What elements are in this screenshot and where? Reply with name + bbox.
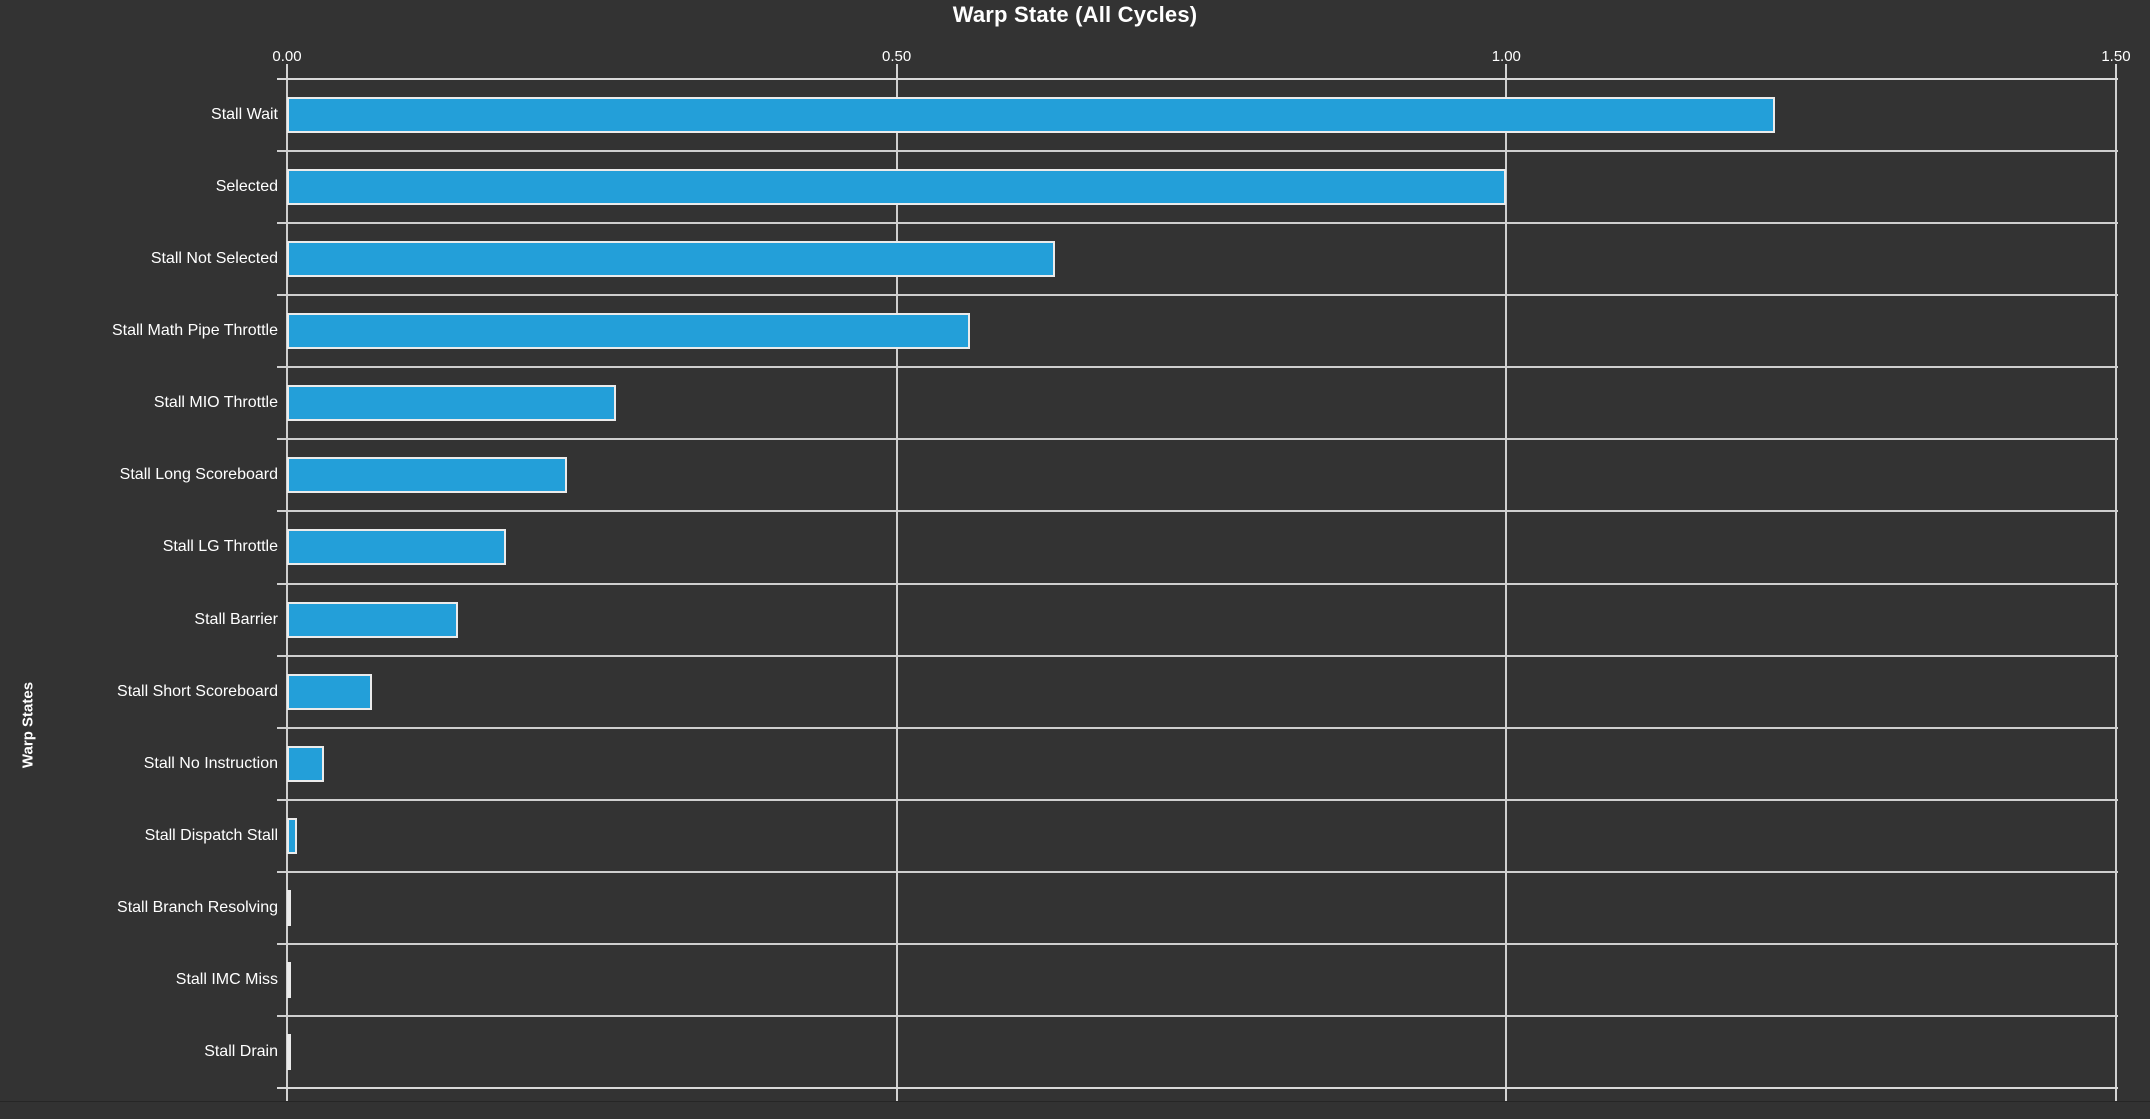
bar-stall-mio-throttle[interactable] xyxy=(287,385,617,422)
x-tick-mark-bottom xyxy=(1505,1088,1508,1101)
x-tick-mark xyxy=(1505,64,1508,79)
category-label: Stall Short Scoreboard xyxy=(117,682,278,700)
x-tick-label: 0.00 xyxy=(272,48,302,65)
bar-stall-math-pipe-throttle[interactable] xyxy=(287,313,970,350)
bar-selected[interactable] xyxy=(287,169,1507,206)
bar-stall-dispatch-stall[interactable] xyxy=(287,817,297,854)
chart-footer-strip xyxy=(0,1102,2150,1119)
horizontal-gridline xyxy=(277,438,2118,441)
horizontal-gridline xyxy=(277,510,2118,513)
category-label: Stall Math Pipe Throttle xyxy=(111,322,278,340)
horizontal-gridline xyxy=(277,726,2118,729)
category-label: Stall LG Throttle xyxy=(162,538,278,556)
bar-stall-no-instruction[interactable] xyxy=(287,745,324,782)
horizontal-gridline xyxy=(277,294,2118,297)
category-label: Stall Wait xyxy=(211,106,278,124)
x-tick-mark xyxy=(895,64,898,79)
horizontal-gridline xyxy=(277,870,2118,873)
horizontal-gridline xyxy=(277,1014,2118,1017)
chart-title: Warp State (All Cycles) xyxy=(952,2,1198,27)
category-label: Stall IMC Miss xyxy=(175,970,278,988)
bar-stall-long-scoreboard[interactable] xyxy=(287,457,568,494)
y-axis-title: Warp States xyxy=(19,681,37,769)
x-tick-label: 1.50 xyxy=(2101,48,2131,65)
horizontal-gridline xyxy=(277,150,2118,153)
x-tick-mark-bottom xyxy=(2114,1088,2117,1101)
x-tick-mark-bottom xyxy=(286,1088,288,1101)
category-label: Stall MIO Throttle xyxy=(153,394,278,412)
category-label: Stall Long Scoreboard xyxy=(119,466,278,484)
top-axis-line xyxy=(277,78,2118,80)
horizontal-gridline xyxy=(277,222,2118,225)
category-label: Stall No Instruction xyxy=(143,754,278,772)
category-label: Stall Dispatch Stall xyxy=(144,826,278,844)
category-label: Stall Not Selected xyxy=(150,250,278,268)
bar-stall-drain[interactable] xyxy=(287,1033,291,1070)
x-tick-label: 0.50 xyxy=(882,48,912,65)
horizontal-gridline xyxy=(277,654,2118,657)
category-label: Stall Branch Resolving xyxy=(117,898,278,916)
x-tick-mark xyxy=(2114,64,2117,79)
bar-stall-lg-throttle[interactable] xyxy=(287,529,507,566)
chart-bottom-edge xyxy=(0,1101,2150,1102)
bar-stall-barrier[interactable] xyxy=(287,601,458,638)
bar-stall-short-scoreboard[interactable] xyxy=(287,673,373,710)
bar-stall-branch-resolving[interactable] xyxy=(287,889,291,926)
x-tick-label: 1.00 xyxy=(1491,48,1521,65)
x-tick-mark-bottom xyxy=(895,1088,898,1101)
category-label: Selected xyxy=(215,178,278,196)
horizontal-gridline xyxy=(277,798,2118,801)
bar-stall-wait[interactable] xyxy=(287,97,1775,134)
horizontal-gridline xyxy=(277,582,2118,585)
bar-stall-imc-miss[interactable] xyxy=(287,961,291,998)
x-tick-mark xyxy=(286,64,288,79)
bar-stall-not-selected[interactable] xyxy=(287,241,1056,278)
horizontal-gridline xyxy=(277,366,2118,369)
bottom-axis-line xyxy=(277,1087,2118,1089)
category-label: Stall Barrier xyxy=(194,610,278,628)
horizontal-gridline xyxy=(277,942,2118,945)
category-label: Stall Drain xyxy=(204,1042,278,1060)
